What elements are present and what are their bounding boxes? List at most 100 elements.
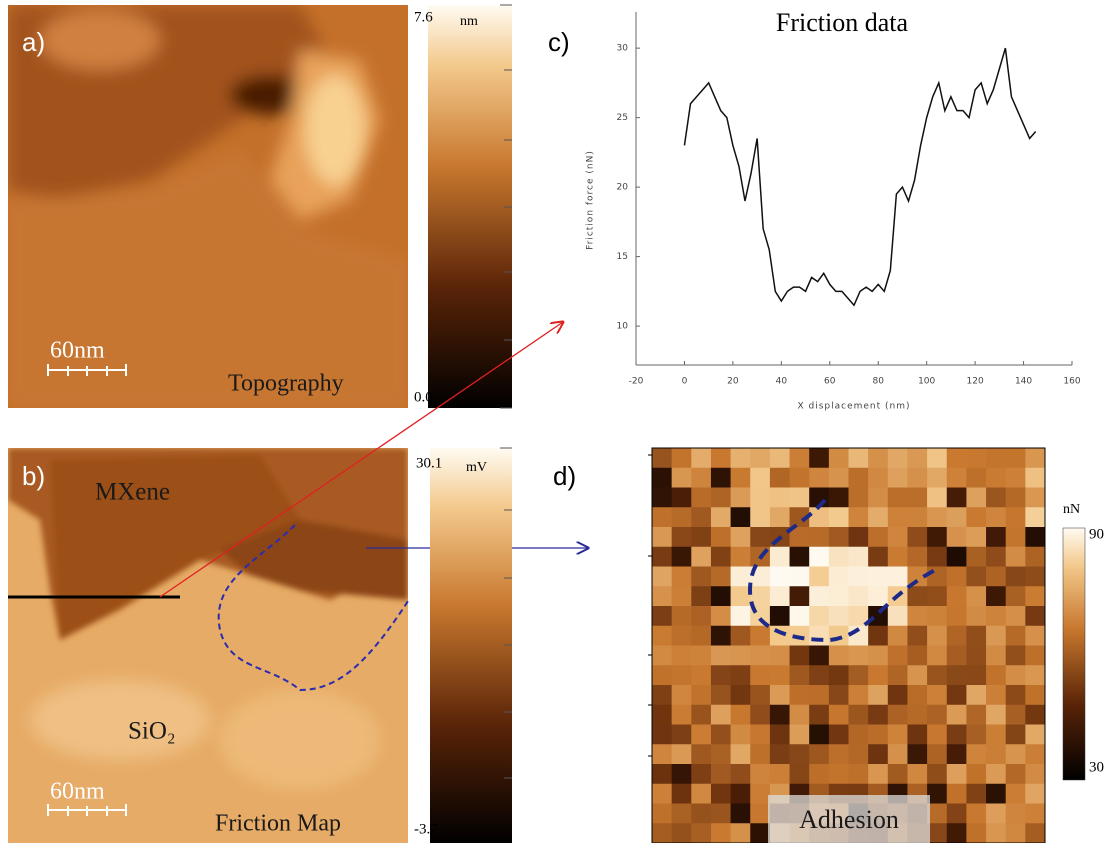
map-cell (1006, 527, 1026, 547)
map-cell (672, 626, 692, 646)
map-cell (672, 823, 692, 843)
map-cell (691, 823, 711, 843)
map-cell (927, 586, 947, 606)
map-cell (986, 804, 1006, 824)
map-cell (711, 685, 731, 705)
map-cell (691, 488, 711, 508)
map-cell (947, 764, 967, 784)
map-cell (750, 804, 770, 824)
map-cell (809, 527, 829, 547)
x-tick-label: 80 (872, 377, 884, 387)
map-cell (849, 586, 869, 606)
map-cell (986, 823, 1006, 843)
map-cell (809, 507, 829, 527)
map-cell (672, 468, 692, 488)
map-cell (1025, 468, 1045, 488)
map-cell (691, 705, 711, 725)
map-cell (986, 705, 1006, 725)
map-cell (927, 744, 947, 764)
map-cell (966, 547, 986, 567)
map-cell (868, 468, 888, 488)
map-cell (829, 665, 849, 685)
map-cell (829, 488, 849, 508)
map-cell (711, 744, 731, 764)
map-cell (691, 665, 711, 685)
map-cell (1025, 448, 1045, 468)
x-tick-label: 0 (682, 377, 688, 387)
map-cell (966, 567, 986, 587)
map-cell (672, 665, 692, 685)
map-cell (731, 567, 751, 587)
map-cell (947, 804, 967, 824)
map-cell (966, 764, 986, 784)
map-cell (829, 547, 849, 567)
map-cell (888, 646, 908, 666)
map-cell (888, 488, 908, 508)
map-cell (986, 626, 1006, 646)
map-cell (711, 725, 731, 745)
y-tick-label: 30 (617, 44, 629, 54)
map-cell (691, 685, 711, 705)
map-cell (927, 665, 947, 685)
map-cell (868, 665, 888, 685)
map-cell (672, 764, 692, 784)
map-cell (927, 784, 947, 804)
map-cell (711, 507, 731, 527)
map-cell (927, 488, 947, 508)
map-cell (829, 586, 849, 606)
map-cell (849, 646, 869, 666)
map-cell (731, 586, 751, 606)
map-cell (1006, 646, 1026, 666)
map-cell (770, 567, 790, 587)
map-cell (750, 784, 770, 804)
map-cell (809, 448, 829, 468)
colorbar (428, 5, 512, 408)
map-cell (731, 823, 751, 843)
x-tick-label: 120 (967, 377, 984, 387)
map-cell (947, 606, 967, 626)
map-cell (809, 626, 829, 646)
map-cell (691, 547, 711, 567)
map-cell (947, 725, 967, 745)
map-cell (927, 547, 947, 567)
map-cell (672, 744, 692, 764)
map-cell (770, 744, 790, 764)
map-cell (1025, 507, 1045, 527)
y-axis-label: Friction force (nN) (586, 150, 596, 250)
map-cell (750, 626, 770, 646)
map-cell (829, 626, 849, 646)
map-cell (1025, 784, 1045, 804)
map-cell (750, 744, 770, 764)
map-cell (1025, 685, 1045, 705)
map-cell (829, 468, 849, 488)
x-tick-label: 40 (776, 377, 788, 387)
map-cell (947, 685, 967, 705)
map-cell (966, 744, 986, 764)
map-cell (770, 646, 790, 666)
map-cell (809, 586, 829, 606)
map-cell (888, 606, 908, 626)
x-tick-label: 100 (918, 377, 935, 387)
map-cell (770, 507, 790, 527)
map-cell (986, 685, 1006, 705)
x-tick-label: 60 (824, 377, 836, 387)
map-cell (1006, 685, 1026, 705)
map-cell (986, 784, 1006, 804)
colorbar-max: 30.1 (416, 455, 442, 471)
map-cell (731, 626, 751, 646)
map-cell (868, 764, 888, 784)
map-cell (750, 527, 770, 547)
map-cell (770, 626, 790, 646)
map-cell (652, 606, 672, 626)
map-cell (731, 527, 751, 547)
map-cell (790, 665, 810, 685)
x-tick-label: 160 (1063, 377, 1080, 387)
map-cell (868, 488, 888, 508)
map-cell (986, 507, 1006, 527)
map-cell (809, 685, 829, 705)
map-cell (907, 507, 927, 527)
map-cell (750, 823, 770, 843)
map-cell (966, 823, 986, 843)
map-cell (966, 725, 986, 745)
map-cell (711, 764, 731, 784)
